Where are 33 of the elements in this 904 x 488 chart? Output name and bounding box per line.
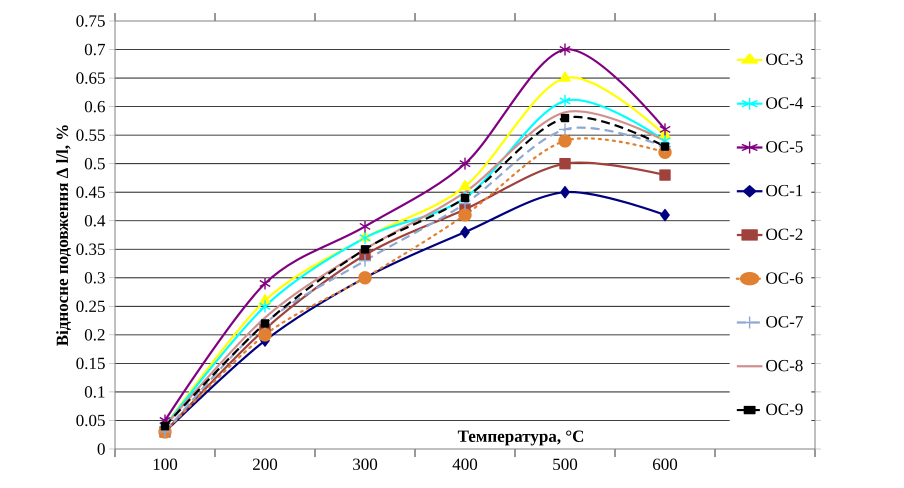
legend-label: OC-9	[766, 404, 803, 416]
x-tick-label: 600	[652, 458, 678, 470]
y-tick-label: 0.5	[84, 158, 105, 170]
y-tick-label: 0.35	[76, 243, 105, 256]
y-tick-label: 0.7	[84, 44, 105, 56]
legend-label: OC-6	[766, 272, 803, 284]
x-axis-title: Температура, °C	[458, 430, 584, 446]
y-tick-label: 0	[98, 443, 105, 455]
x-tick-label: 300	[353, 458, 378, 470]
legend-label: OC-8	[766, 360, 803, 372]
y-tick-label: 0.1	[84, 386, 104, 398]
legend-label: OC-3	[766, 54, 803, 66]
legend-label: OC-5	[766, 141, 803, 153]
y-tick-label: 0.45	[76, 186, 105, 198]
legend-label: OC-7	[766, 316, 803, 328]
y-tick-label: 0.65	[76, 72, 105, 84]
y-tick-label: 0.6	[84, 100, 105, 112]
y-tick-label: 0.55	[76, 129, 105, 141]
y-tick-label: 0.75	[76, 15, 105, 27]
x-tick-label: 100	[154, 458, 178, 470]
y-axis-title: Відносне подовження Δ l/l, %	[56, 125, 71, 346]
legend-label: OC-1	[766, 184, 802, 196]
x-tick-label: 200	[253, 458, 278, 470]
legend-label: OC-2	[766, 228, 802, 240]
y-tick-label: 0.25	[76, 300, 105, 312]
y-tick-label: 0.15	[76, 358, 105, 370]
legend-label: OC-4	[766, 97, 804, 109]
y-tick-label: 0.05	[76, 414, 105, 426]
y-tick-label: 0.2	[84, 329, 105, 341]
x-tick-label: 500	[553, 458, 578, 470]
x-tick-label: 400	[452, 458, 478, 470]
y-tick-label: 0.3	[84, 272, 105, 284]
y-tick-label: 0.4	[84, 214, 106, 226]
